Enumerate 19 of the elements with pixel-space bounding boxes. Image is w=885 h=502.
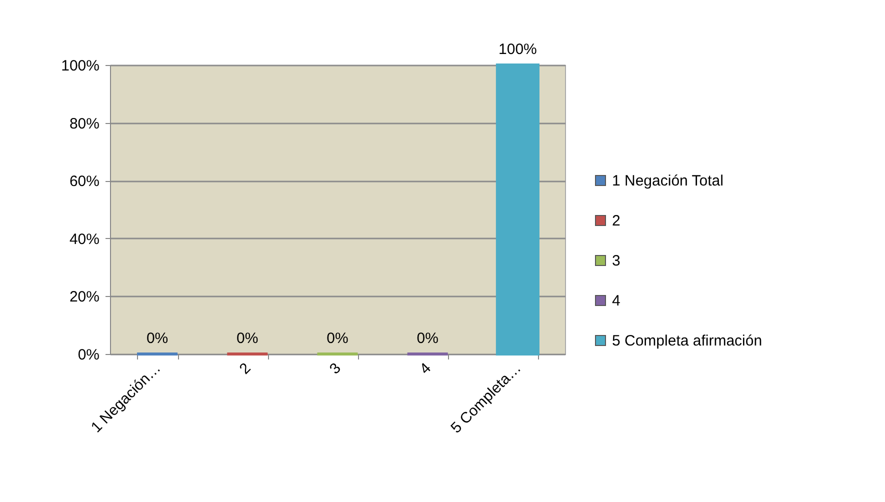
data-label: 0% <box>326 330 348 347</box>
legend-label: 5 Completa afirmación <box>612 332 762 350</box>
x-tick-label: 2 <box>236 360 254 378</box>
legend-label: 2 <box>612 212 620 230</box>
legend-label: 3 <box>612 252 620 270</box>
y-tick-label: 100% <box>61 58 100 74</box>
y-tick-label: 0% <box>78 346 100 364</box>
data-label: 0% <box>236 330 258 347</box>
x-tick-label: 4 <box>416 360 434 378</box>
x-tick-label: 3 <box>326 360 344 378</box>
legend-label: 4 <box>612 292 620 310</box>
data-label: 100% <box>498 41 537 58</box>
y-tick-label: 20% <box>69 288 100 306</box>
data-label: 0% <box>416 330 438 347</box>
y-tick-label: 40% <box>69 230 100 248</box>
y-tick-label: 80% <box>69 115 100 132</box>
legend-label: 1 Negación Total <box>612 172 724 190</box>
data-label: 0% <box>146 330 168 347</box>
y-tick-label: 60% <box>69 173 100 190</box>
